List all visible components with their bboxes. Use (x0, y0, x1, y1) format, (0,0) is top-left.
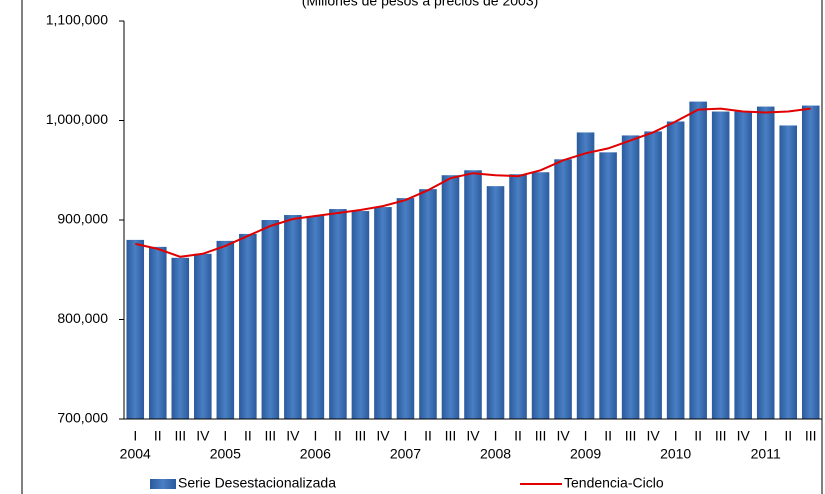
bar (576, 132, 595, 419)
bar (486, 186, 505, 419)
x-tick-label: III (445, 428, 457, 444)
trend-line (135, 107, 811, 258)
bar (306, 216, 325, 419)
year-label: 2010 (660, 446, 691, 462)
x-tick-label: I (404, 428, 408, 444)
bar (126, 239, 145, 419)
x-tick-label: I (223, 428, 227, 444)
bar (419, 189, 437, 419)
bar (148, 246, 167, 419)
bar (711, 111, 730, 420)
year-label: 2009 (570, 446, 601, 462)
legend-label: Serie Desestacionalizada (178, 475, 336, 491)
y-tick-label: 1,100,000 (46, 12, 108, 28)
x-tick-label: I (674, 428, 678, 444)
x-tick-label: II (784, 428, 792, 444)
x-tick-label: III (174, 428, 186, 444)
bar (531, 172, 550, 419)
x-tick-label: II (424, 428, 432, 444)
chart-subtitle: (Millones de pesos a precios de 2003) (302, 0, 539, 9)
legend-label: Tendencia-Ciclo (564, 475, 664, 491)
x-tick-label: II (154, 428, 162, 444)
bar (351, 211, 370, 419)
bar (396, 198, 415, 419)
year-label: 2006 (300, 446, 331, 462)
bar (599, 152, 617, 419)
bar (441, 175, 460, 419)
x-tick-label: II (244, 428, 252, 444)
bar (374, 207, 392, 419)
bar (509, 174, 527, 419)
x-tick-label: III (805, 428, 817, 444)
y-tick-label: 1,000,000 (46, 111, 108, 127)
bar (554, 159, 572, 419)
chart-frame (21, 0, 823, 494)
year-label: 2011 (751, 446, 781, 462)
bar (171, 257, 190, 419)
x-tick-label: II (694, 428, 702, 444)
x-tick-label: I (494, 428, 498, 444)
x-tick-label: I (133, 428, 137, 444)
bar (644, 131, 662, 419)
x-tick-label: III (265, 428, 277, 444)
bar (194, 253, 212, 419)
bar (689, 101, 707, 419)
x-tick-label: IV (737, 428, 751, 444)
bar (464, 170, 482, 419)
x-tick-label: I (764, 428, 768, 444)
x-tick-label: III (625, 428, 637, 444)
bar (734, 111, 752, 420)
bar (284, 215, 302, 419)
x-tick-label: I (584, 428, 588, 444)
x-tick-label: II (604, 428, 612, 444)
x-tick-label: III (355, 428, 367, 444)
x-tick-label: IV (647, 428, 661, 444)
year-label: 2007 (390, 446, 421, 462)
bar (329, 209, 347, 419)
x-tick-label: III (535, 428, 547, 444)
y-tick-label: 800,000 (57, 310, 108, 326)
bar (621, 135, 640, 420)
year-label: 2004 (120, 446, 151, 462)
bar (779, 125, 798, 419)
x-tick-label: IV (556, 428, 570, 444)
legend-swatch (150, 479, 176, 489)
x-tick-label: III (715, 428, 727, 444)
year-label: 2005 (210, 446, 241, 462)
x-tick-label: II (514, 428, 522, 444)
bar (261, 220, 280, 419)
x-tick-label: I (313, 428, 317, 444)
bar (239, 233, 257, 419)
bar (801, 105, 820, 419)
y-tick-label: 900,000 (57, 211, 108, 227)
bar (756, 106, 775, 419)
bar (216, 240, 235, 419)
x-tick-label: IV (466, 428, 480, 444)
year-label: 2008 (480, 446, 511, 462)
x-tick-label: IV (286, 428, 300, 444)
x-tick-label: IV (376, 428, 390, 444)
x-tick-label: IV (196, 428, 210, 444)
x-tick-label: II (334, 428, 342, 444)
bar (666, 121, 685, 420)
y-tick-label: 700,000 (57, 410, 108, 426)
